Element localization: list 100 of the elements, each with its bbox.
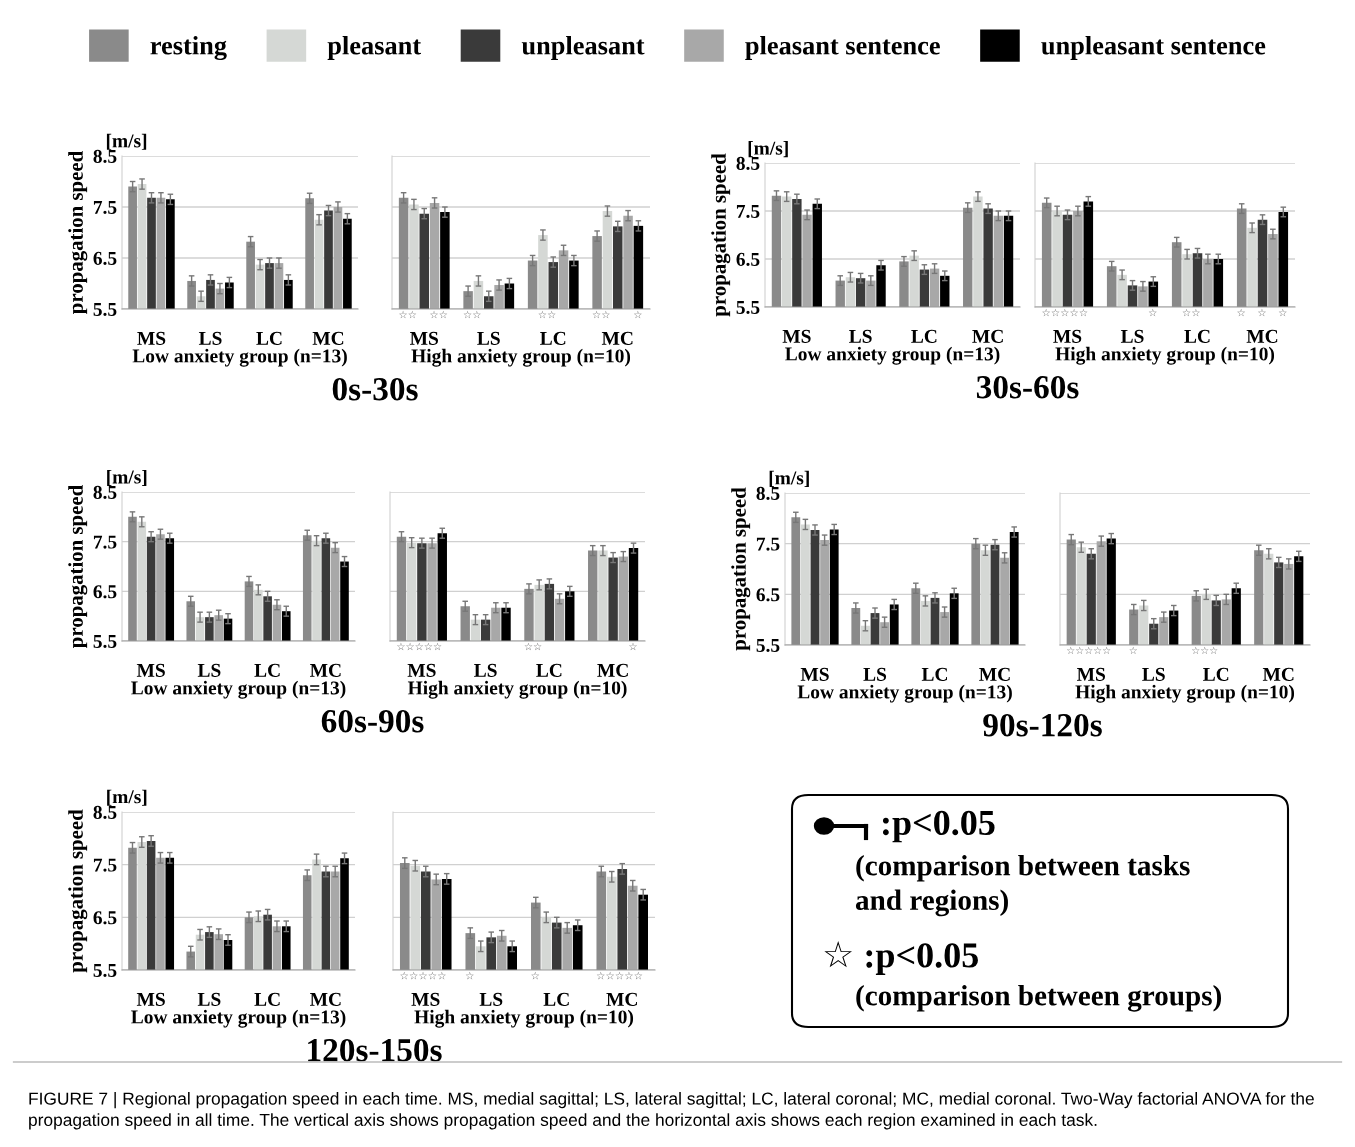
- x-axis-title: High anxiety group (n=10): [411, 348, 631, 367]
- y-tick-label: 7.5: [93, 201, 117, 215]
- text: ☆: [1148, 308, 1157, 317]
- text: ☆: [465, 971, 474, 980]
- y-axis-title: propagation speed: [711, 153, 731, 317]
- text: [m/s]: [107, 469, 147, 486]
- y-tick-label: 5.5: [736, 301, 760, 315]
- x-tick-label: LS: [197, 663, 221, 677]
- text: ☆☆: [399, 310, 417, 319]
- text: ☆: [531, 971, 540, 980]
- x-axis-title: Low anxiety group (n=13): [131, 1009, 346, 1028]
- caption: FIGURE 7 | Regional propagation speed in each time. MS, medial sagittal; LS, lateral sagittal; LC, lateral coronal; MC, medial coronal. Two-Way factorial ANOVA for the propagation speed in all time. The vertical axis shows propagation speed and the horizontal axis shows each region examined in each task.: [29, 1092, 1314, 1130]
- text: ☆: [633, 310, 642, 319]
- y-tick-label: 5.5: [93, 635, 117, 649]
- text: (comparison between tasks and regions): [855, 855, 1190, 917]
- x-tick-label: LC: [911, 329, 937, 343]
- y-tick-label: 5.5: [93, 964, 117, 978]
- x-tick-label: LC: [254, 992, 280, 1006]
- x-axis-title: Low anxiety group (n=13): [797, 684, 1012, 703]
- x-axis-title: High anxiety group (n=10): [407, 680, 627, 699]
- y-tick-label: 6.5: [93, 585, 117, 599]
- y-tick-label: 5.5: [93, 303, 117, 317]
- text: 90s-120s: [983, 713, 1102, 737]
- x-tick-label: LS: [1120, 329, 1144, 343]
- y-tick-label: 7.5: [756, 537, 780, 551]
- x-tick-label: LS: [197, 992, 221, 1006]
- text: ☆: [1129, 646, 1138, 655]
- y-tick-label: 8.5: [93, 485, 117, 500]
- y-tick-label: 7.5: [93, 535, 117, 549]
- legend-label: resting: [150, 35, 227, 61]
- x-tick-label: LS: [479, 992, 503, 1006]
- x-tick-label: MC: [606, 992, 637, 1006]
- text: [m/s]: [748, 141, 788, 158]
- text: 60s-90s: [321, 709, 424, 733]
- text: ☆☆☆☆☆: [400, 971, 446, 980]
- x-tick-label: MS: [411, 992, 440, 1006]
- text: [m/s]: [107, 789, 147, 806]
- x-tick-label: LS: [198, 331, 222, 345]
- x-tick-label: MS: [407, 663, 436, 677]
- y-axis-title: propagation speed: [68, 809, 88, 973]
- x-tick-label: MC: [979, 667, 1010, 681]
- x-tick-label: LC: [1203, 667, 1229, 681]
- x-tick-label: LS: [849, 329, 872, 343]
- y-tick-label: 8.5: [736, 156, 760, 171]
- x-tick-label: LC: [921, 667, 948, 681]
- text: ☆☆☆: [1191, 646, 1218, 655]
- x-tick-label: MC: [310, 992, 341, 1006]
- x-tick-label: MC: [1262, 667, 1294, 681]
- text: ☆☆: [463, 310, 481, 319]
- legend-label: unpleasant sentence: [1041, 35, 1266, 60]
- x-axis-title: High anxiety group (n=10): [414, 1009, 634, 1028]
- x-tick-label: MS: [410, 331, 439, 345]
- y-tick-label: 7.5: [93, 858, 117, 872]
- x-tick-label: MS: [1077, 667, 1106, 681]
- y-axis-title: propagation speed: [68, 485, 88, 648]
- text: ☆: [629, 642, 637, 651]
- x-tick-label: LC: [536, 663, 562, 677]
- x-tick-label: MC: [972, 329, 1003, 343]
- x-axis-title: High anxiety group (n=10): [1075, 684, 1295, 703]
- text: ☆☆☆☆☆: [1066, 646, 1111, 655]
- x-axis-title: Low anxiety group (n=13): [785, 346, 1000, 365]
- x-axis-title: High anxiety group (n=10): [1055, 346, 1275, 365]
- y-tick-label: 6.5: [93, 911, 117, 925]
- text: ☆☆☆☆☆: [596, 971, 643, 980]
- x-tick-label: MS: [136, 663, 165, 677]
- x-tick-label: LS: [1142, 667, 1165, 681]
- x-tick-label: MS: [782, 329, 811, 343]
- x-tick-label: LC: [543, 992, 569, 1006]
- legend-label: pleasant sentence: [745, 35, 940, 60]
- text: ☆☆: [592, 310, 610, 319]
- y-axis-title: propagation speed: [731, 487, 751, 651]
- x-tick-label: MC: [1246, 329, 1278, 343]
- text: :p<0.05: [882, 810, 995, 843]
- text: [m/s]: [769, 470, 809, 487]
- text: ☆☆☆☆☆: [1042, 308, 1088, 317]
- x-tick-label: MC: [310, 663, 341, 677]
- x-tick-label: MS: [800, 667, 829, 681]
- y-tick-label: 8.5: [93, 805, 117, 820]
- y-tick-label: 6.5: [93, 251, 117, 266]
- x-tick-label: MC: [312, 331, 344, 345]
- text: ☆ :p<0.05: [824, 941, 978, 975]
- text: 120s-150s: [308, 1038, 442, 1062]
- y-tick-label: 5.5: [756, 639, 780, 653]
- text: ☆☆: [524, 642, 542, 651]
- text: (comparison between groups): [856, 985, 1222, 1012]
- text: ☆☆: [538, 310, 556, 319]
- text: ☆: [1257, 308, 1266, 317]
- y-tick-label: 8.5: [93, 149, 117, 164]
- x-tick-label: LC: [1184, 329, 1210, 343]
- legend-label: pleasant: [327, 35, 422, 60]
- x-tick-label: LS: [863, 667, 887, 681]
- x-tick-label: LC: [540, 331, 566, 345]
- text: ☆☆: [430, 310, 448, 319]
- text: 0s-30s: [332, 377, 418, 401]
- text: 30s-60s: [976, 375, 1079, 399]
- x-tick-label: MS: [1053, 329, 1082, 343]
- x-tick-label: LS: [474, 663, 497, 677]
- x-axis-title: Low anxiety group (n=13): [132, 348, 347, 367]
- x-tick-label: MS: [137, 331, 166, 345]
- x-tick-label: LS: [477, 331, 500, 345]
